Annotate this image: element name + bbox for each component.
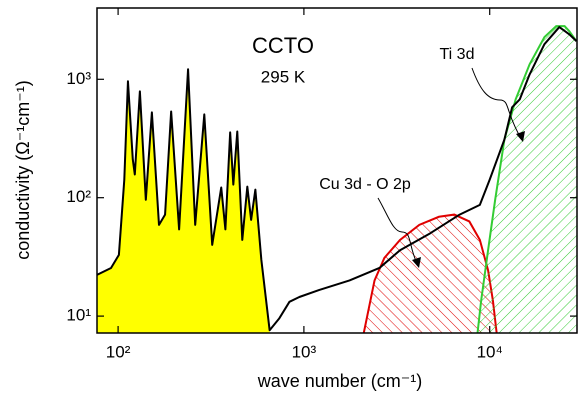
- y-tick-label: 10¹: [66, 306, 91, 325]
- y-tick-label: 10²: [66, 187, 91, 206]
- annotation: Cu 3d - O 2p: [319, 176, 411, 193]
- plot-frame: [96, 7, 578, 334]
- annotation: 295 K: [261, 67, 306, 86]
- y-axis-label: conductivity (Ω⁻¹cm⁻¹): [13, 80, 33, 259]
- arrow-head: [412, 257, 421, 268]
- x-tick-label: 10³: [292, 342, 317, 361]
- hatched-area: [477, 26, 577, 333]
- line: [97, 26, 577, 332]
- x-axis-label: wave number (cm⁻¹): [257, 371, 423, 391]
- annotation: Ti 3d: [440, 46, 475, 63]
- plot-area: [97, 25, 577, 333]
- arrow: [377, 197, 419, 267]
- area: [97, 69, 270, 333]
- area-outline: [476, 25, 577, 333]
- x-tick-label: 10²: [106, 342, 131, 361]
- x-tick-label: 10⁴: [477, 342, 503, 361]
- y-tick-label: 10³: [66, 69, 91, 88]
- arrow-head: [516, 131, 525, 142]
- arrow: [471, 67, 523, 141]
- annotation: CCTO: [252, 33, 314, 58]
